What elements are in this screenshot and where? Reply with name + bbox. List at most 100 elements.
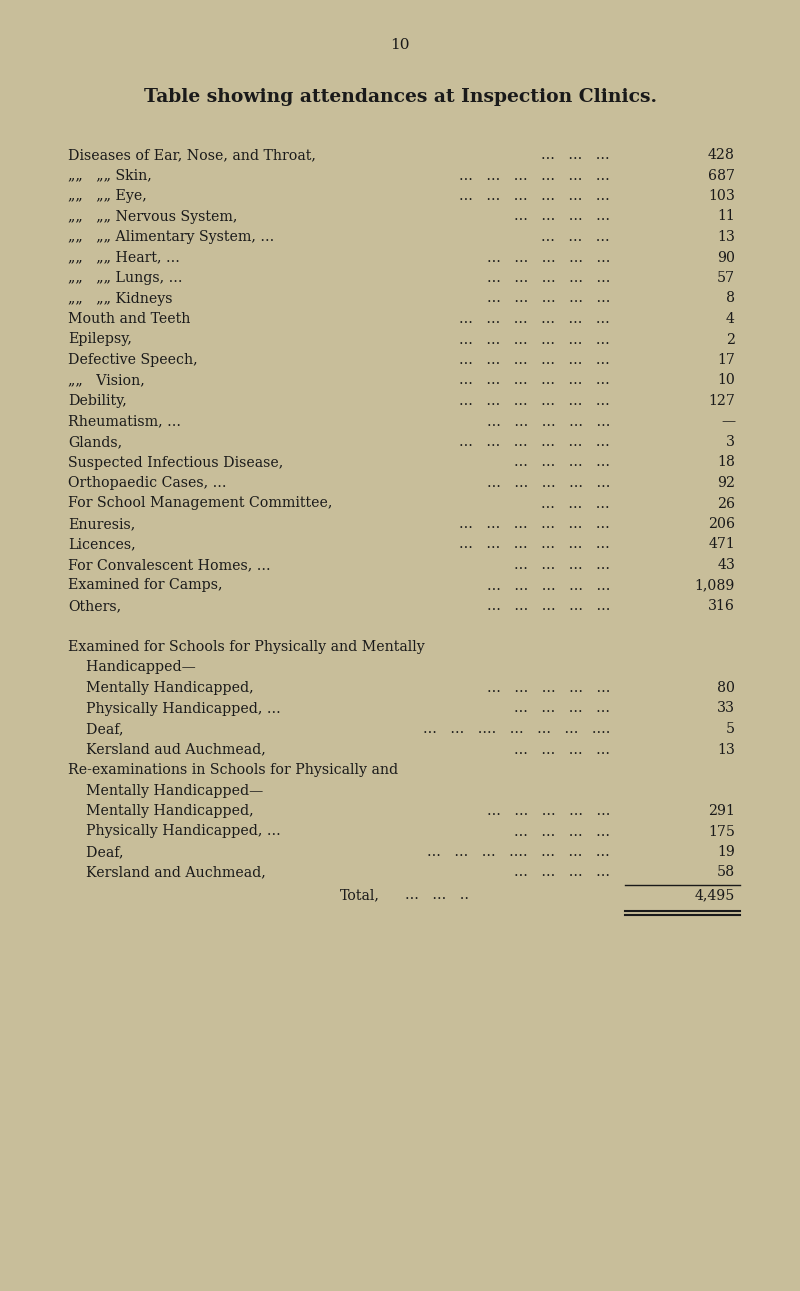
Text: 8: 8 bbox=[726, 292, 735, 306]
Text: 687: 687 bbox=[708, 169, 735, 182]
Text: ...   ...   ...   ...: ... ... ... ... bbox=[514, 209, 610, 223]
Text: Physically Handicapped, ...: Physically Handicapped, ... bbox=[68, 825, 281, 838]
Text: ...   ...   ...   ...   ...: ... ... ... ... ... bbox=[486, 414, 610, 429]
Text: ...   ...   ...   ...   ...   ...: ... ... ... ... ... ... bbox=[459, 169, 610, 182]
Text: 1,089: 1,089 bbox=[694, 578, 735, 593]
Text: Others,: Others, bbox=[68, 599, 121, 613]
Text: ...   ...   ...   ...   ...: ... ... ... ... ... bbox=[486, 250, 610, 265]
Text: ...   ...   ...   ...   ...: ... ... ... ... ... bbox=[486, 476, 610, 491]
Text: Mentally Handicapped,: Mentally Handicapped, bbox=[68, 804, 254, 818]
Text: „„   „„ Alimentary System, ...: „„ „„ Alimentary System, ... bbox=[68, 230, 274, 244]
Text: „„   „„ Kidneys: „„ „„ Kidneys bbox=[68, 292, 173, 306]
Text: „„   „„ Skin,: „„ „„ Skin, bbox=[68, 169, 152, 182]
Text: 316: 316 bbox=[708, 599, 735, 613]
Text: 428: 428 bbox=[708, 148, 735, 161]
Text: Table showing attendances at Inspection Clinics.: Table showing attendances at Inspection … bbox=[143, 88, 657, 106]
Text: ...   ...   ...   ...   ...: ... ... ... ... ... bbox=[486, 599, 610, 613]
Text: 80: 80 bbox=[717, 680, 735, 695]
Text: 57: 57 bbox=[717, 271, 735, 285]
Text: ...   ...   ...   ...: ... ... ... ... bbox=[514, 865, 610, 879]
Text: 33: 33 bbox=[717, 701, 735, 715]
Text: 127: 127 bbox=[708, 394, 735, 408]
Text: 19: 19 bbox=[717, 846, 735, 859]
Text: ...   ...   ...   ...   ...: ... ... ... ... ... bbox=[486, 804, 610, 818]
Text: 10: 10 bbox=[717, 373, 735, 387]
Text: 4: 4 bbox=[726, 312, 735, 327]
Text: ...   ...   ...   ...: ... ... ... ... bbox=[514, 558, 610, 572]
Text: Deaf,: Deaf, bbox=[68, 722, 123, 736]
Text: ...   ...   ...   ....   ...   ...   ...: ... ... ... .... ... ... ... bbox=[427, 846, 610, 859]
Text: ...   ...   ...   ...   ...   ...: ... ... ... ... ... ... bbox=[459, 435, 610, 449]
Text: ...   ...   ....   ...   ...   ...   ....: ... ... .... ... ... ... .... bbox=[422, 722, 610, 736]
Text: 175: 175 bbox=[708, 825, 735, 838]
Text: „„   Vision,: „„ Vision, bbox=[68, 373, 145, 387]
Text: 206: 206 bbox=[708, 516, 735, 531]
Text: 4,495: 4,495 bbox=[694, 888, 735, 902]
Text: 92: 92 bbox=[717, 476, 735, 491]
Text: ...   ...   ...   ...   ...   ...: ... ... ... ... ... ... bbox=[459, 188, 610, 203]
Text: 103: 103 bbox=[708, 188, 735, 203]
Text: ...   ...   ...   ...   ...   ...: ... ... ... ... ... ... bbox=[459, 537, 610, 551]
Text: Mouth and Teeth: Mouth and Teeth bbox=[68, 312, 190, 327]
Text: Examined for Schools for Physically and Mentally: Examined for Schools for Physically and … bbox=[68, 640, 425, 655]
Text: Licences,: Licences, bbox=[68, 537, 136, 551]
Text: ...   ...   ...   ...   ...   ...: ... ... ... ... ... ... bbox=[459, 394, 610, 408]
Text: ...   ...   ...: ... ... ... bbox=[542, 497, 610, 510]
Text: Rheumatism, ...: Rheumatism, ... bbox=[68, 414, 181, 429]
Text: ...   ...   ...   ...: ... ... ... ... bbox=[514, 701, 610, 715]
Text: ...   ...   ...   ...   ...: ... ... ... ... ... bbox=[486, 271, 610, 285]
Text: ...   ...   ...   ...   ...: ... ... ... ... ... bbox=[486, 292, 610, 306]
Text: Examined for Camps,: Examined for Camps, bbox=[68, 578, 222, 593]
Text: Orthopaedic Cases, ...: Orthopaedic Cases, ... bbox=[68, 476, 226, 491]
Text: 471: 471 bbox=[708, 537, 735, 551]
Text: 18: 18 bbox=[717, 456, 735, 470]
Text: 11: 11 bbox=[718, 209, 735, 223]
Text: 26: 26 bbox=[717, 497, 735, 510]
Text: „„   „„ Lungs, ...: „„ „„ Lungs, ... bbox=[68, 271, 182, 285]
Text: ...   ...   ...   ...   ...   ...: ... ... ... ... ... ... bbox=[459, 352, 610, 367]
Text: Mentally Handicapped,: Mentally Handicapped, bbox=[68, 680, 254, 695]
Text: ...   ...   ...   ...   ...: ... ... ... ... ... bbox=[486, 578, 610, 593]
Text: ...   ...   ...   ...: ... ... ... ... bbox=[514, 825, 610, 838]
Text: Diseases of Ear, Nose, and Throat,: Diseases of Ear, Nose, and Throat, bbox=[68, 148, 316, 161]
Text: ...   ...   ...   ...   ...: ... ... ... ... ... bbox=[486, 680, 610, 695]
Text: For Convalescent Homes, ...: For Convalescent Homes, ... bbox=[68, 558, 270, 572]
Text: „„   „„ Eye,: „„ „„ Eye, bbox=[68, 188, 146, 203]
Text: Physically Handicapped, ...: Physically Handicapped, ... bbox=[68, 701, 281, 715]
Text: ...   ...   ...: ... ... ... bbox=[542, 230, 610, 244]
Text: Enuresis,: Enuresis, bbox=[68, 516, 135, 531]
Text: 291: 291 bbox=[708, 804, 735, 818]
Text: Handicapped—: Handicapped— bbox=[68, 661, 196, 674]
Text: „„   „„ Nervous System,: „„ „„ Nervous System, bbox=[68, 209, 238, 223]
Text: 3: 3 bbox=[726, 435, 735, 449]
Text: 5: 5 bbox=[726, 722, 735, 736]
Text: Deaf,: Deaf, bbox=[68, 846, 123, 859]
Text: Total,: Total, bbox=[340, 888, 380, 902]
Text: 43: 43 bbox=[717, 558, 735, 572]
Text: 10: 10 bbox=[390, 37, 410, 52]
Text: 58: 58 bbox=[717, 865, 735, 879]
Text: ...   ...   ..: ... ... .. bbox=[405, 888, 469, 902]
Text: ...   ...   ...   ...: ... ... ... ... bbox=[514, 742, 610, 757]
Text: Suspected Infectious Disease,: Suspected Infectious Disease, bbox=[68, 456, 283, 470]
Text: For School Management Committee,: For School Management Committee, bbox=[68, 497, 332, 510]
Text: 13: 13 bbox=[717, 742, 735, 757]
Text: Kersland and Auchmead,: Kersland and Auchmead, bbox=[68, 865, 266, 879]
Text: Debility,: Debility, bbox=[68, 394, 126, 408]
Text: ...   ...   ...   ...   ...   ...: ... ... ... ... ... ... bbox=[459, 516, 610, 531]
Text: Epilepsy,: Epilepsy, bbox=[68, 333, 132, 346]
Text: 13: 13 bbox=[717, 230, 735, 244]
Text: Mentally Handicapped—: Mentally Handicapped— bbox=[68, 784, 263, 798]
Text: —: — bbox=[721, 414, 735, 429]
Text: 2: 2 bbox=[726, 333, 735, 346]
Text: ...   ...   ...   ...   ...   ...: ... ... ... ... ... ... bbox=[459, 312, 610, 327]
Text: Glands,: Glands, bbox=[68, 435, 122, 449]
Text: 90: 90 bbox=[717, 250, 735, 265]
Text: 17: 17 bbox=[717, 352, 735, 367]
Text: „„   „„ Heart, ...: „„ „„ Heart, ... bbox=[68, 250, 180, 265]
Text: Defective Speech,: Defective Speech, bbox=[68, 352, 198, 367]
Text: ...   ...   ...: ... ... ... bbox=[542, 148, 610, 161]
Text: Re-examinations in Schools for Physically and: Re-examinations in Schools for Physicall… bbox=[68, 763, 398, 777]
Text: ...   ...   ...   ...: ... ... ... ... bbox=[514, 456, 610, 470]
Text: ...   ...   ...   ...   ...   ...: ... ... ... ... ... ... bbox=[459, 373, 610, 387]
